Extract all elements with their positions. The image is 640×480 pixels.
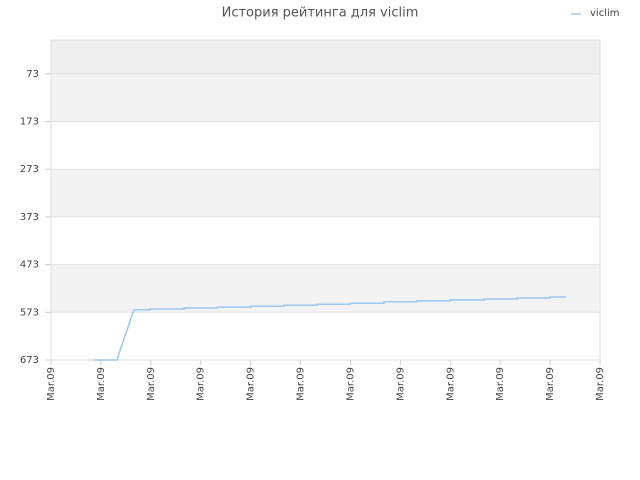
y-tick-label: 473 [20, 260, 39, 271]
series-line [92, 296, 567, 361]
y-tick-label: 73 [26, 69, 39, 80]
x-tick-label: Mar.09 [296, 367, 307, 401]
band [51, 73, 600, 122]
x-tick-label: Mar.09 [545, 367, 556, 401]
band [51, 169, 600, 217]
x-tick-label: Mar.09 [146, 367, 157, 401]
x-tick-label: Mar.09 [196, 367, 207, 401]
plot-border [50, 39, 601, 361]
x-tick-label: Mar.09 [246, 367, 257, 401]
x-tick-label: Mar.09 [46, 367, 57, 401]
x-tick-label: Mar.09 [345, 367, 356, 401]
legend-label: viclim [590, 8, 620, 19]
band [51, 264, 600, 313]
x-tick-label: Mar.09 [595, 367, 606, 401]
y-tick-label: 173 [20, 117, 39, 128]
y-tick-label: 273 [20, 164, 39, 175]
x-tick-label: Mar.09 [395, 367, 406, 401]
chart-title: История рейтинга для viclim [222, 6, 419, 21]
x-tick-label: Mar.09 [495, 367, 506, 401]
x-tick-label: Mar.09 [96, 367, 107, 401]
y-tick-label: 573 [20, 307, 39, 318]
band [51, 40, 600, 74]
y-tick-label: 373 [20, 212, 39, 223]
y-tick-label: 673 [20, 355, 39, 366]
x-tick-label: Mar.09 [445, 367, 456, 401]
